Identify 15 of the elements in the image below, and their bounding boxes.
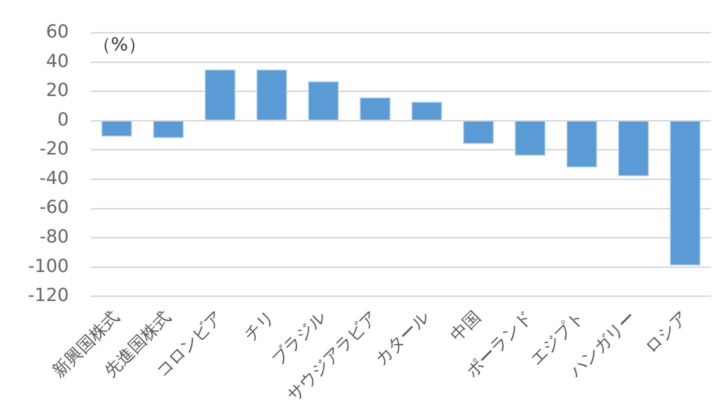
x-tick-label: カタール bbox=[371, 307, 434, 370]
y-tick-label: -120 bbox=[28, 285, 69, 306]
y-tick-label: 40 bbox=[46, 50, 69, 72]
y-tick-label: -20 bbox=[39, 138, 69, 160]
y-tick-label: -40 bbox=[39, 168, 69, 189]
y-tick-label: -60 bbox=[39, 197, 69, 218]
y-tick-label: 0 bbox=[57, 109, 69, 130]
x-tick-label: ロシア bbox=[642, 307, 692, 358]
y-tick-label: 20 bbox=[46, 80, 69, 102]
y-tick-label: -100 bbox=[28, 256, 69, 277]
y-tick-label: -80 bbox=[39, 226, 69, 248]
x-tick-label: 中国 bbox=[446, 307, 486, 346]
y-tick-label: 60 bbox=[46, 21, 69, 42]
y-axis-title: （%） bbox=[92, 34, 146, 56]
x-tick-label: チリ bbox=[240, 307, 278, 346]
